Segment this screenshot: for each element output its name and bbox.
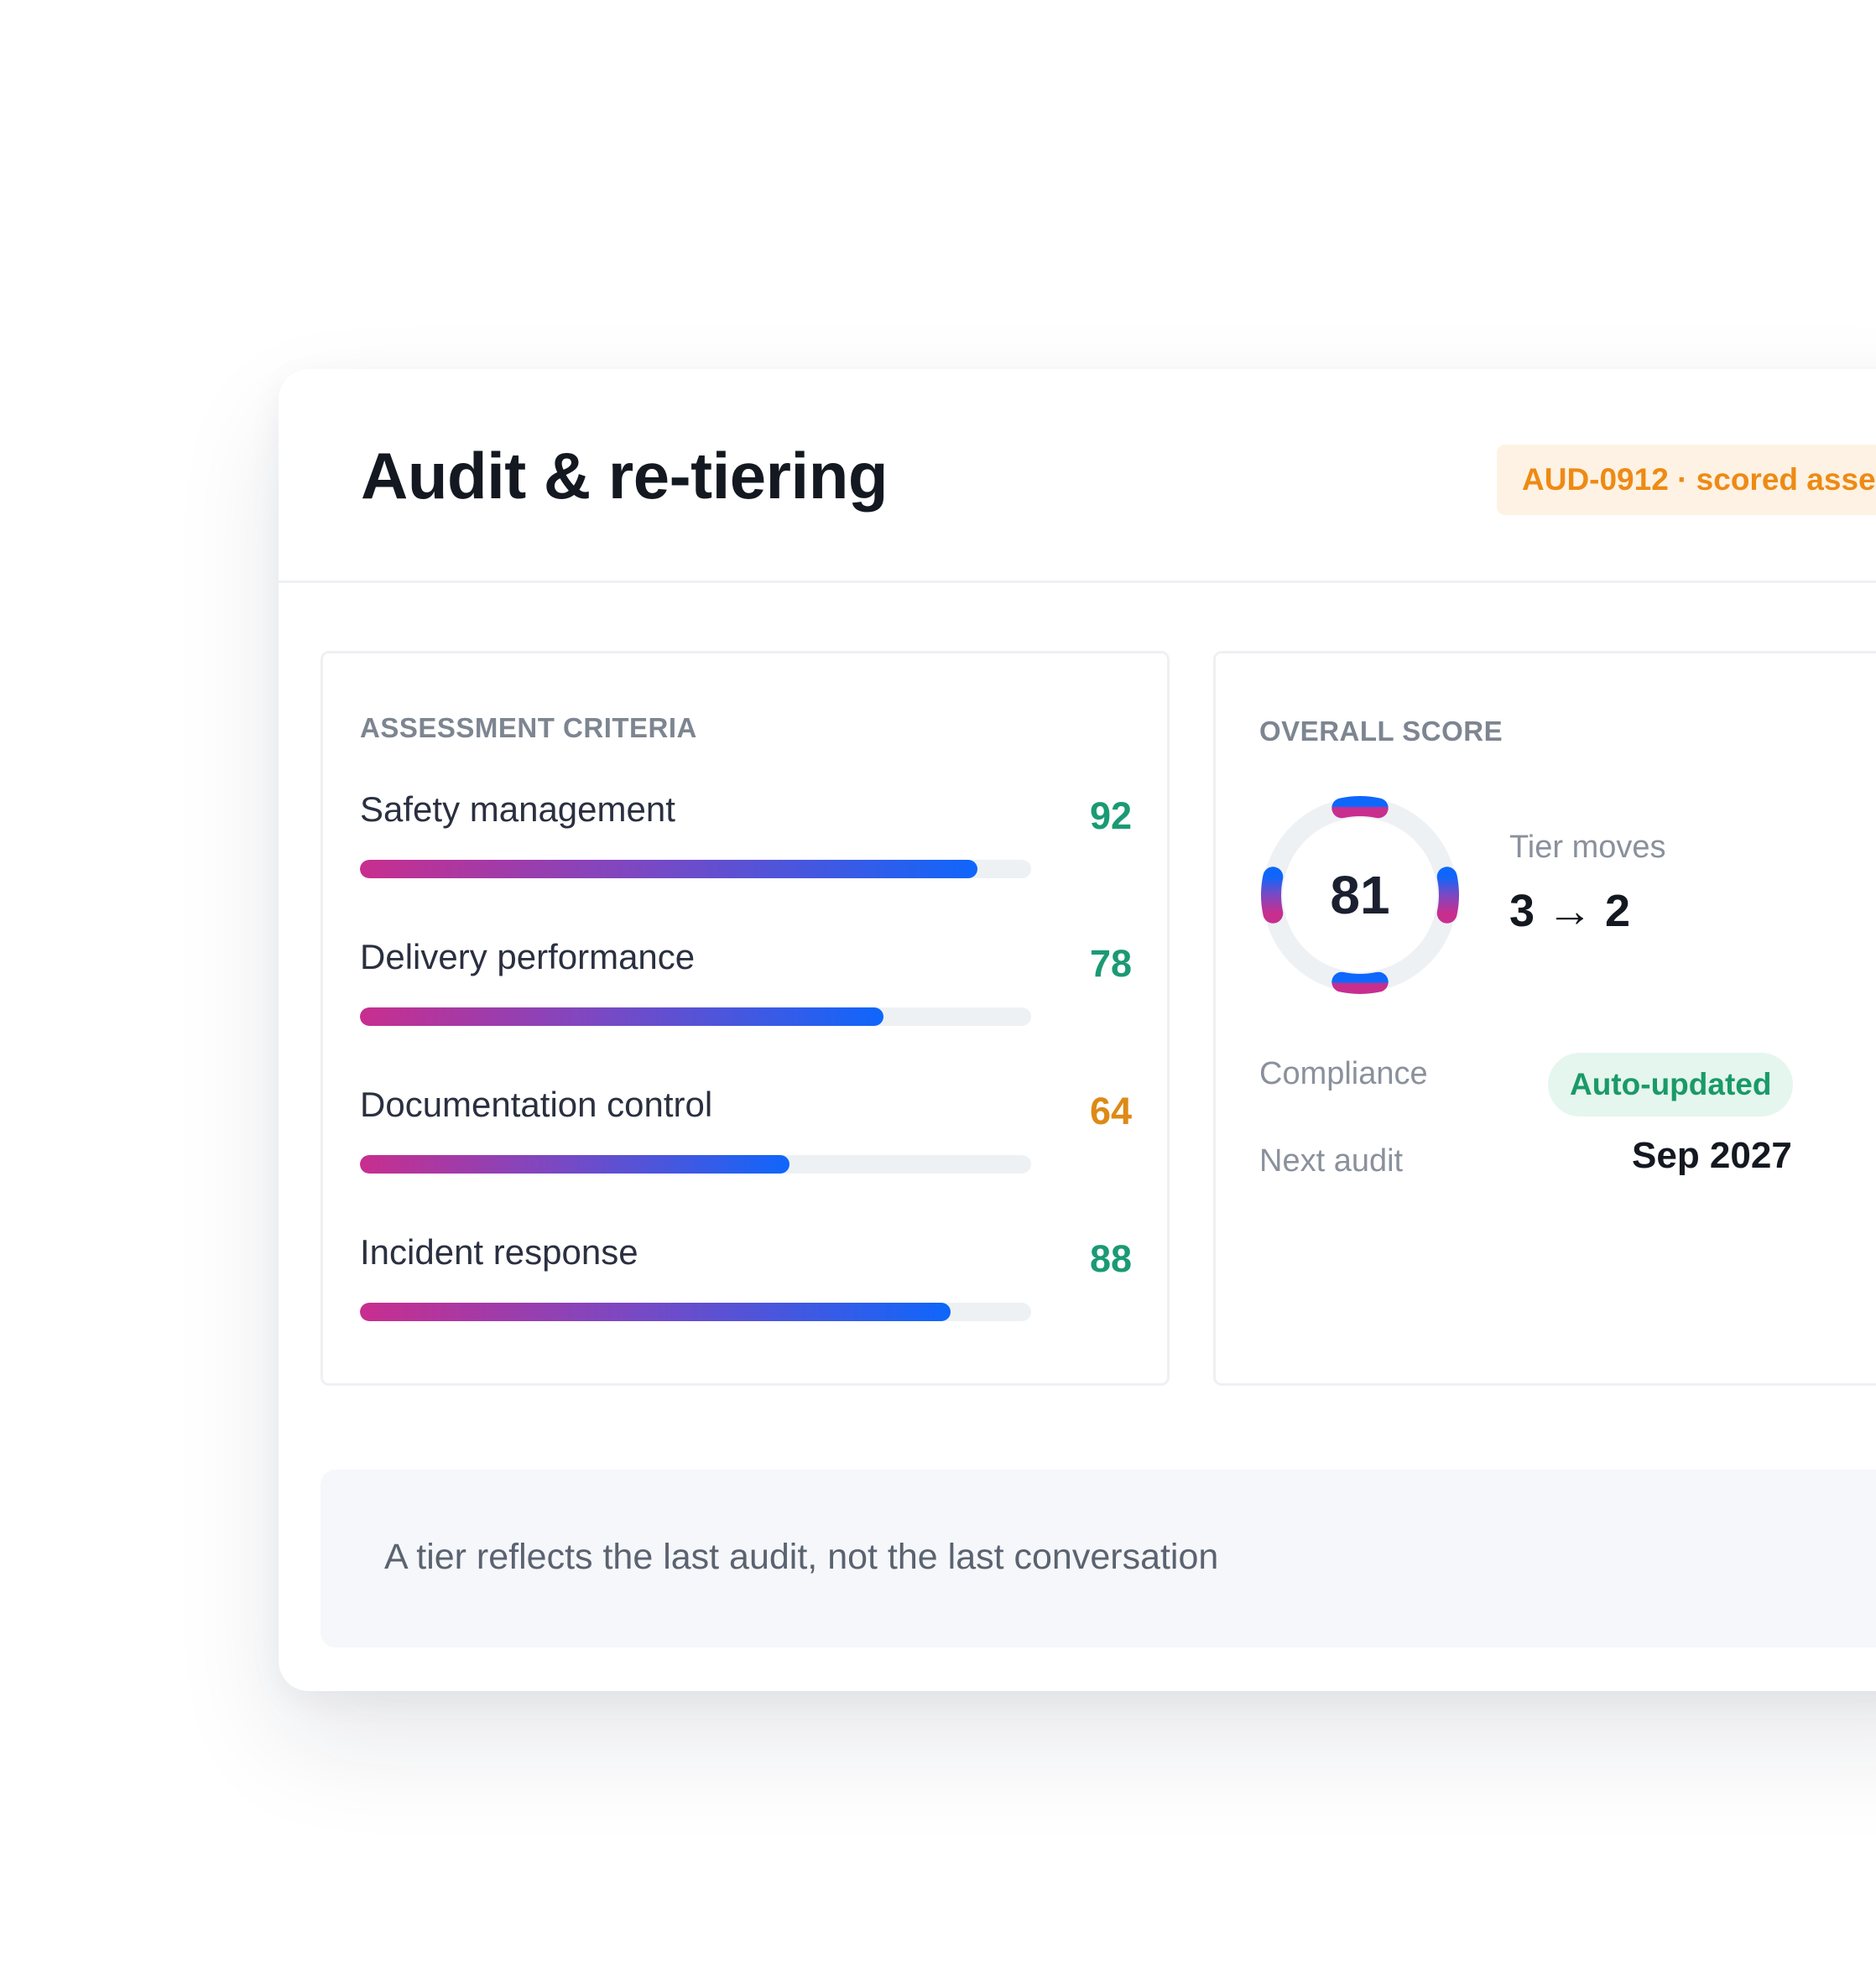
criterion-name: Documentation control: [360, 1085, 713, 1124]
donut-segment-top: [1331, 796, 1389, 819]
criterion-score: 78: [1089, 942, 1132, 985]
criterion-progress-fill: [360, 1155, 789, 1174]
criterion-row-documentation: Documentation control 64: [360, 1085, 1132, 1185]
criterion-name: Delivery performance: [360, 937, 696, 976]
criterion-score: 88: [1089, 1237, 1132, 1280]
card-header: Audit & re-tiering AUD-0912 · scored ass…: [279, 369, 1876, 583]
criterion-name: Incident response: [360, 1232, 638, 1272]
donut-segments: [1261, 796, 1459, 994]
audit-id-badge: AUD-0912 · scored asses: [1497, 445, 1876, 515]
compliance-label: Compliance: [1259, 1056, 1428, 1091]
score-donut-chart: [1261, 796, 1459, 994]
overall-score-panel: OVERALL SCORE 81 Tier: [1213, 651, 1876, 1386]
criterion-progress-fill: [360, 1303, 951, 1321]
donut-segment-bottom: [1331, 971, 1389, 994]
overall-section-label: OVERALL SCORE: [1259, 716, 1503, 747]
overall-score-value: 81: [1330, 865, 1390, 925]
criterion-row-safety: Safety management 92: [360, 789, 1132, 890]
next-audit-label: Next audit: [1259, 1143, 1404, 1179]
criterion-score: 64: [1089, 1090, 1132, 1132]
tier-moves-value: 3 → 2: [1509, 886, 1631, 936]
tier-moves-label: Tier moves: [1509, 830, 1666, 865]
criterion-progress-track: [360, 1007, 1031, 1026]
criterion-progress-fill: [360, 860, 977, 878]
criteria-section-label: ASSESSMENT CRITERIA: [360, 712, 697, 743]
criterion-name: Safety management: [360, 789, 675, 829]
next-audit-value: Sep 2027: [1632, 1135, 1792, 1176]
criterion-progress-track: [360, 1155, 1031, 1174]
criterion-score: 92: [1089, 794, 1132, 837]
assessment-criteria-panel: ASSESSMENT CRITERIA Safety management 92…: [320, 651, 1170, 1386]
tier-note-text: A tier reflects the last audit, not the …: [384, 1537, 1219, 1577]
criterion-progress-fill: [360, 1007, 883, 1026]
criterion-row-delivery: Delivery performance 78: [360, 937, 1132, 1038]
criterion-progress-track: [360, 860, 1031, 878]
tier-note-banner: A tier reflects the last audit, not the …: [320, 1470, 1876, 1647]
audit-card: Audit & re-tiering AUD-0912 · scored ass…: [279, 369, 1876, 1691]
donut-segment-right: [1436, 867, 1459, 924]
page-title: Audit & re-tiering: [361, 439, 888, 513]
criterion-row-incident: Incident response 88: [360, 1232, 1132, 1333]
criterion-progress-track: [360, 1303, 1031, 1321]
donut-segment-left: [1261, 867, 1284, 924]
compliance-status-badge: Auto-updated: [1548, 1053, 1794, 1116]
